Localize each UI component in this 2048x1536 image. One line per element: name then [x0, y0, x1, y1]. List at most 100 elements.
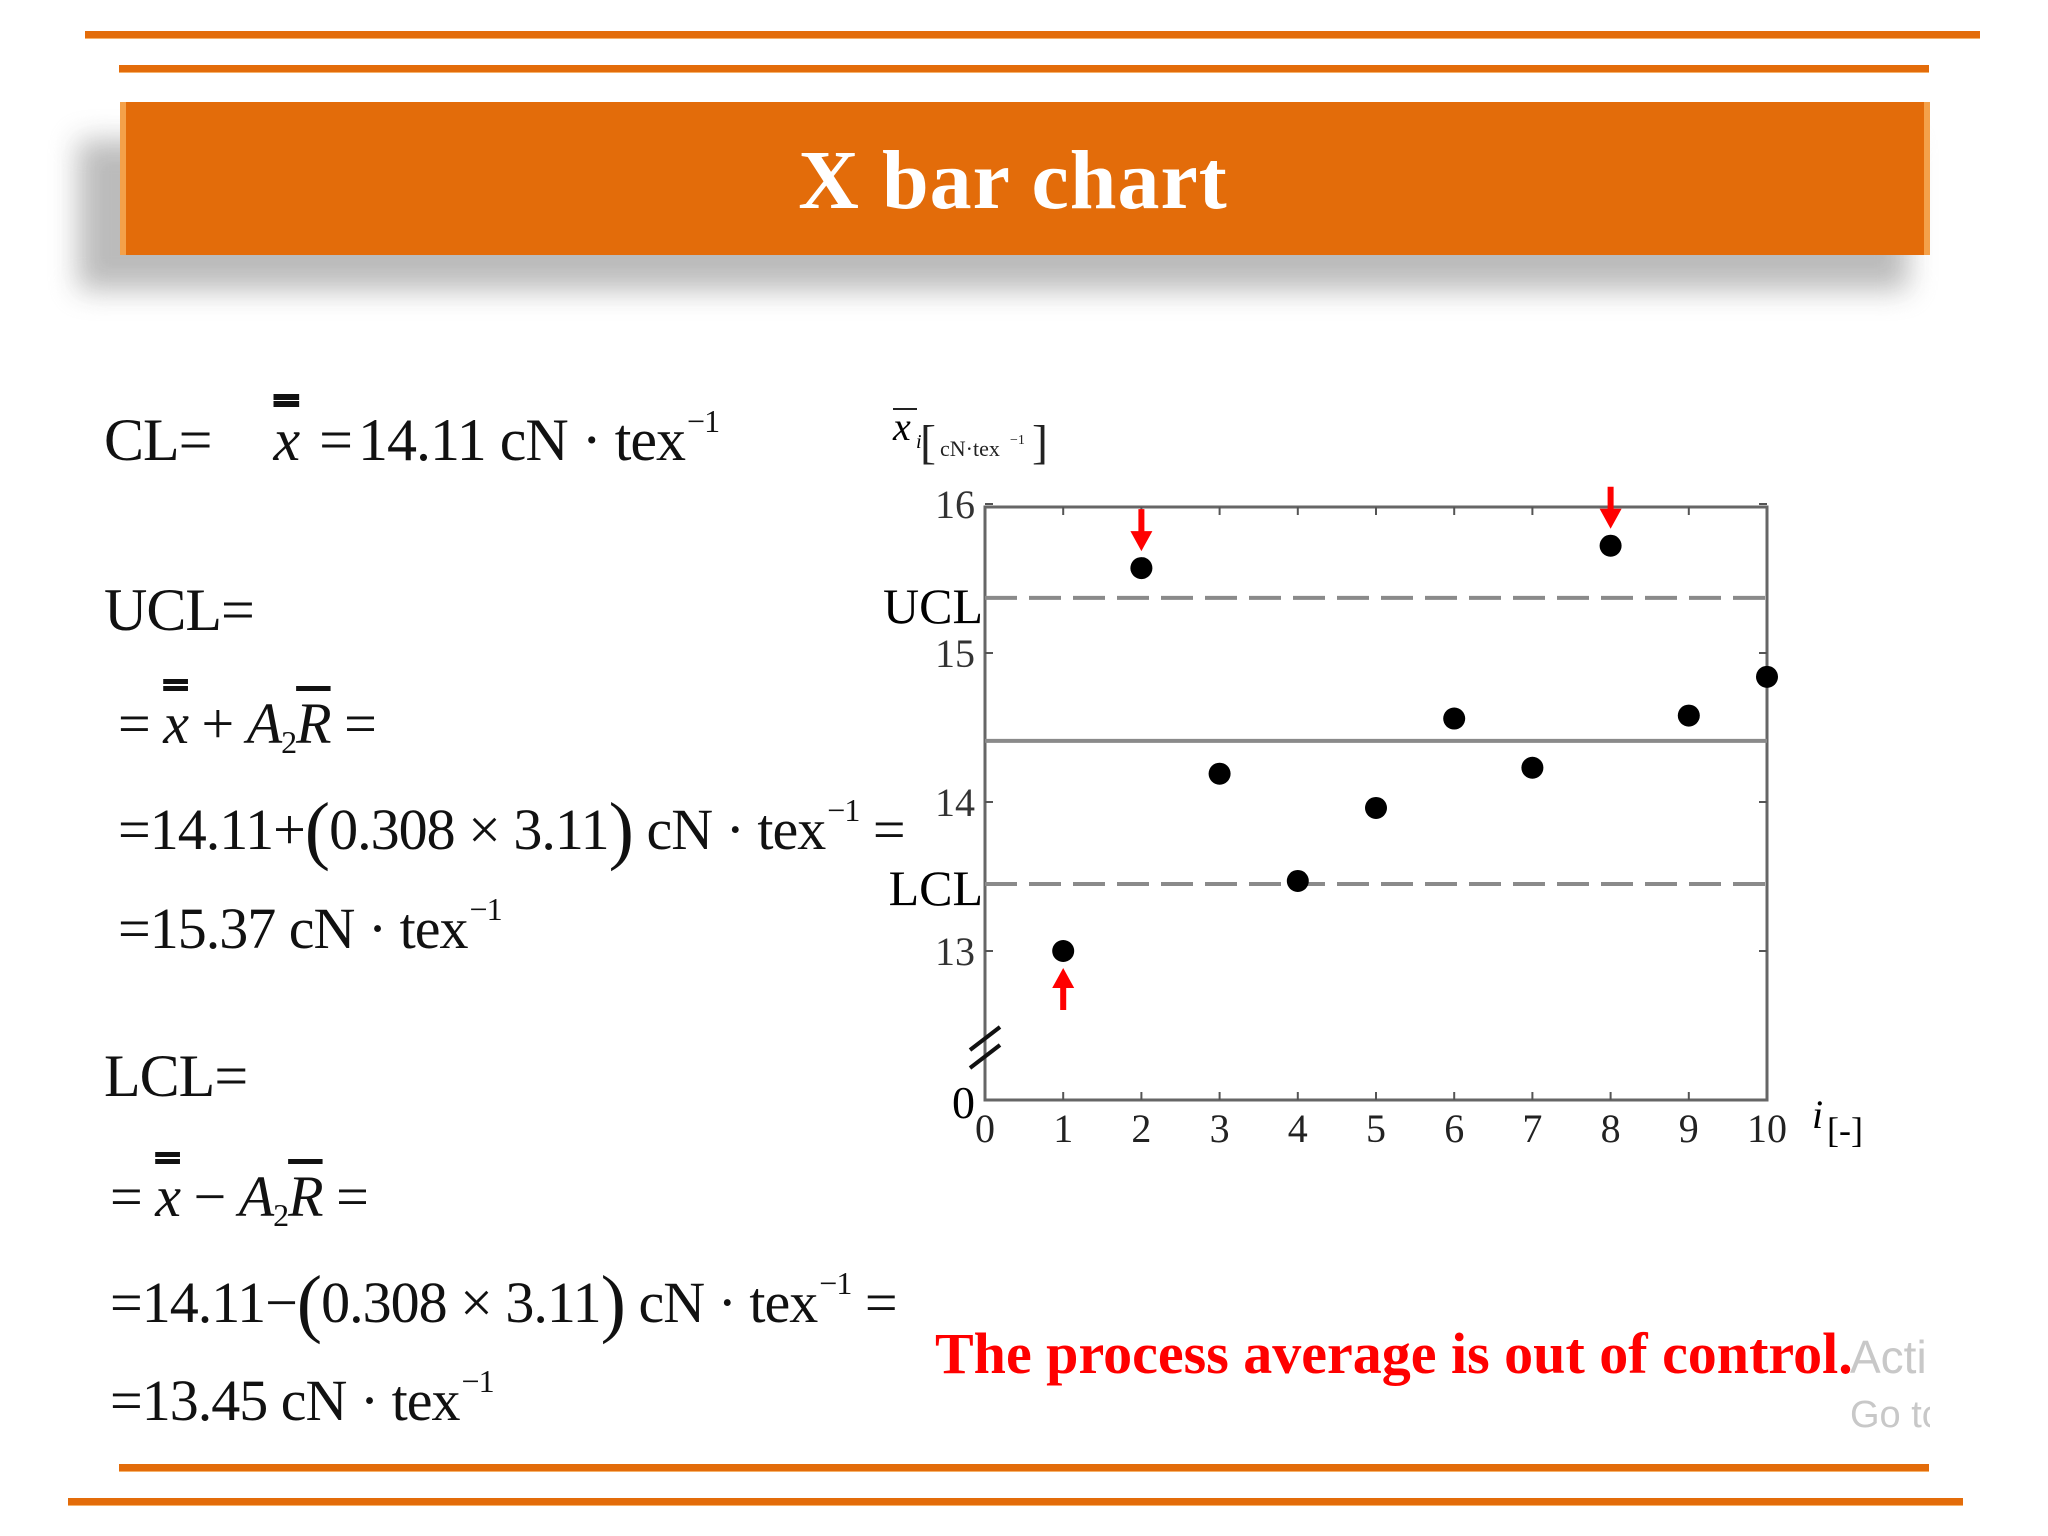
x-tick-label: 10 — [1747, 1106, 1787, 1151]
y-tick-label: 15 — [935, 631, 975, 676]
axis-break-icon — [968, 1025, 1002, 1070]
grand-mean-symbol: x — [155, 1164, 181, 1229]
top-rule-2 — [119, 65, 1929, 72]
x-tick-label: 3 — [1210, 1106, 1230, 1151]
close-paren: ) — [600, 1261, 626, 1345]
red-arrow-icon — [1599, 486, 1622, 529]
lcl-formula-line1: = x − A2R = — [110, 1168, 369, 1233]
red-arrow-icon — [1130, 509, 1153, 552]
equals-sign: = — [336, 1164, 369, 1229]
ucl-formula-line2: =14.11+(0.308 × 3.11) cN · tex−1 = — [118, 792, 906, 868]
a2-symbol: A — [238, 1164, 274, 1229]
unit: cN · tex — [288, 896, 469, 961]
ucl-axis-label: UCL — [883, 578, 983, 634]
lcl-formula-line3: =13.45 cN · tex−1 — [110, 1363, 495, 1433]
data-point — [1208, 762, 1231, 785]
ucl-formula-line1: = x + A2R = — [118, 695, 377, 760]
minus-sign: − — [193, 1164, 226, 1229]
data-point — [1756, 665, 1778, 688]
axis-ticks: 0 1 2 3 4 5 6 7 8 9 10 13 14 15 16 — [935, 482, 1787, 1151]
cl-unit-exponent: −1 — [687, 403, 720, 439]
mean-range-symbol: R — [288, 1164, 323, 1229]
y-tick-label: 13 — [935, 929, 975, 974]
bottom-rule-1 — [119, 1464, 1929, 1471]
y-unit: cN·tex — [940, 436, 1000, 461]
grand-mean-symbol: x — [273, 407, 301, 473]
plus-sign: + — [273, 797, 306, 862]
a2-times-rbar: 0.308 × 3.11 — [329, 797, 610, 862]
data-point — [1599, 534, 1622, 557]
unit-exponent: −1 — [469, 891, 503, 927]
open-paren: ( — [304, 788, 330, 872]
y-tick-label: 14 — [935, 780, 975, 825]
equals-sign: = — [110, 1270, 143, 1335]
activation-watermark-line1: Acti — [1850, 1331, 1927, 1383]
y-unit-bracket-open: [ — [920, 416, 936, 469]
equals-sign: = — [872, 797, 906, 862]
ucl-formula-line3: =15.37 cN · tex−1 — [118, 891, 503, 961]
cl-value: 14.11 — [141, 1270, 266, 1335]
open-paren: ( — [296, 1261, 322, 1345]
lcl-label-text: LCL= — [104, 1043, 248, 1109]
cl-unit: cN · tex — [499, 407, 686, 473]
ucl-label-text: UCL= — [104, 577, 255, 643]
y-axis-symbol: x — [892, 404, 911, 449]
x-tick-label: 0 — [975, 1106, 995, 1151]
unit: cN · tex — [646, 797, 826, 862]
equals-sign: = — [110, 1164, 143, 1229]
y-unit-bracket-close: ] — [1032, 416, 1048, 469]
lcl-formula-line2: =14.11−(0.308 × 3.11) cN · tex−1 = — [110, 1265, 898, 1341]
bottom-rule-2 — [68, 1498, 1963, 1505]
grand-mean-symbol: x — [163, 691, 189, 756]
cl-value: 14.11 — [358, 407, 487, 473]
data-point — [1443, 707, 1466, 730]
a2-times-rbar: 0.308 × 3.11 — [321, 1270, 602, 1335]
x-tick-label: 9 — [1679, 1106, 1699, 1151]
a2-symbol: A — [246, 691, 282, 756]
unit-exponent: −1 — [461, 1363, 495, 1399]
reference-lines — [985, 595, 1767, 886]
unit: cN · tex — [280, 1368, 461, 1433]
a2-subscript: 2 — [273, 1197, 289, 1233]
data-point — [1052, 940, 1075, 962]
x-tick-label: 4 — [1288, 1106, 1308, 1151]
x-tick-label: 1 — [1053, 1106, 1073, 1151]
unit: cN · tex — [638, 1270, 818, 1335]
x-tick-label: 6 — [1444, 1106, 1464, 1151]
conclusion-text: The process average is out of control. — [935, 1321, 1853, 1386]
top-rule-1 — [85, 31, 1980, 38]
x-tick-label: 7 — [1522, 1106, 1542, 1151]
equals-sign: = — [344, 691, 377, 756]
lcl-value: 13.45 — [141, 1368, 268, 1433]
lcl-axis-label: LCL — [889, 860, 983, 916]
close-paren: ) — [608, 788, 634, 872]
data-points — [1052, 534, 1778, 962]
equals-sign: = — [118, 797, 151, 862]
equals-sign: = — [118, 896, 151, 961]
cl-value: 14.11 — [149, 797, 274, 862]
data-point — [1365, 796, 1387, 819]
x-tick-label: 8 — [1601, 1106, 1621, 1151]
equals-sign: = — [864, 1270, 898, 1335]
x-tick-label: 5 — [1366, 1106, 1386, 1151]
minus-sign: − — [265, 1270, 298, 1335]
y-axis-title: x i [ cN·tex −1 ] — [892, 404, 1048, 469]
slide-title: X bar chart — [798, 134, 1228, 227]
x-axis-unit: [-] — [1827, 1110, 1863, 1150]
cl-label: CL= — [104, 407, 213, 473]
a2-subscript: 2 — [281, 724, 297, 760]
plus-sign: + — [201, 691, 234, 756]
y-zero-label: 0 — [952, 1077, 975, 1128]
unit-exponent: −1 — [819, 1265, 852, 1301]
x-tick-label: 2 — [1131, 1106, 1151, 1151]
data-point — [1677, 704, 1700, 727]
lcl-label: LCL= — [104, 1043, 248, 1109]
cl-formula: CL= x = 14.11 cN · tex−1 — [104, 403, 720, 473]
mean-range-symbol: R — [296, 691, 331, 756]
activation-watermark-line2: Go tc — [1850, 1394, 1930, 1436]
equals-sign: = — [118, 691, 151, 756]
equals-sign: = — [319, 407, 353, 473]
y-unit-exponent: −1 — [1010, 433, 1025, 448]
y-axis-subscript: i — [916, 431, 922, 453]
